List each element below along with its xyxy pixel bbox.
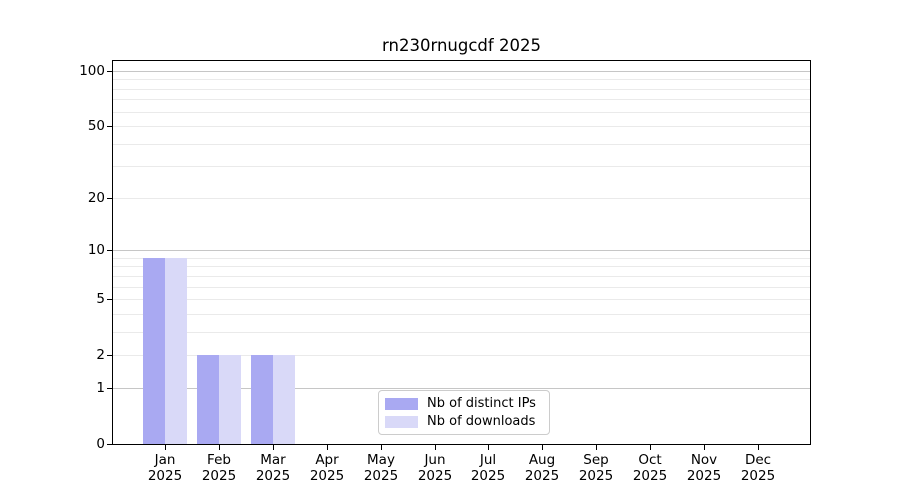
year-label: 2025 [524,468,560,484]
legend-label: Nb of downloads [427,414,536,429]
year-label: 2025 [740,468,776,484]
minor-gridline [113,276,810,277]
x-tick-mark [650,445,651,450]
y-tick-mark [107,250,112,251]
legend-swatch [385,415,418,428]
year-label: 2025 [201,468,237,484]
minor-gridline [113,299,810,300]
month-label: May [367,452,395,468]
x-tick-mark [327,445,328,450]
plot-area [112,60,811,445]
minor-gridline [113,287,810,288]
x-tick-label-may: May 2025 [349,452,413,484]
x-tick-mark [435,445,436,450]
minor-gridline [113,89,810,90]
x-tick-label-apr: Apr 2025 [295,452,359,484]
y-tick-label: 2 [96,347,105,363]
x-tick-label-jun: Jun 2025 [403,452,467,484]
bar-downloads-mar [273,355,295,444]
year-label: 2025 [147,468,183,484]
month-label: Dec [744,452,772,468]
x-tick-mark [704,445,705,450]
year-label: 2025 [632,468,668,484]
y-tick-mark [107,388,112,389]
x-tick-label-nov: Nov 2025 [672,452,736,484]
bar-distinct-ips-feb [197,355,219,444]
x-tick-label-mar: Mar 2025 [241,452,305,484]
y-tick-label: 50 [87,118,105,134]
minor-gridline [113,79,810,80]
legend-swatch [385,397,418,410]
x-tick-label-dec: Dec 2025 [726,452,790,484]
month-label: Aug [528,452,556,468]
month-label: Apr [315,452,339,468]
legend: Nb of distinct IPs Nb of downloads [378,390,550,435]
y-tick-label: 20 [87,190,105,206]
year-label: 2025 [255,468,291,484]
x-tick-mark [542,445,543,450]
month-label: Jul [479,452,497,468]
minor-gridline [113,198,810,199]
y-tick-mark [107,126,112,127]
year-label: 2025 [578,468,614,484]
month-label: Jan [154,452,176,468]
legend-label: Nb of distinct IPs [427,396,536,411]
year-label: 2025 [363,468,399,484]
month-label: Jun [424,452,446,468]
minor-gridline [113,314,810,315]
y-tick-label: 0 [96,436,105,452]
y-tick-mark [107,299,112,300]
x-tick-mark [758,445,759,450]
x-tick-mark [219,445,220,450]
year-label: 2025 [417,468,453,484]
major-gridline [113,71,810,72]
y-tick-mark [107,355,112,356]
y-tick-label: 1 [96,380,105,396]
y-tick-mark [107,444,112,445]
month-label: Feb [207,452,231,468]
year-label: 2025 [470,468,506,484]
month-label: Mar [260,452,286,468]
bar-downloads-jan [165,258,187,444]
minor-gridline [113,355,810,356]
bar-distinct-ips-mar [251,355,273,444]
minor-gridline [113,166,810,167]
x-tick-mark [165,445,166,450]
month-label: Nov [690,452,718,468]
y-tick-mark [107,198,112,199]
legend-item-distinct-ips: Nb of distinct IPs [385,396,542,411]
y-tick-label: 100 [79,63,105,79]
minor-gridline [113,266,810,267]
bar-distinct-ips-jan [143,258,165,444]
minor-gridline [113,99,810,100]
x-tick-label-jul: Jul 2025 [456,452,520,484]
x-tick-mark [596,445,597,450]
x-tick-mark [381,445,382,450]
x-tick-label-jan: Jan 2025 [133,452,197,484]
x-tick-label-sep: Sep 2025 [564,452,628,484]
month-label: Sep [583,452,609,468]
x-tick-mark [488,445,489,450]
x-tick-mark [273,445,274,450]
x-tick-label-aug: Aug 2025 [510,452,574,484]
chart-title: rn230rnugcdf 2025 [382,36,541,55]
minor-gridline [113,332,810,333]
y-tick-mark [107,71,112,72]
year-label: 2025 [686,468,722,484]
major-gridline [113,250,810,251]
bar-downloads-feb [219,355,241,444]
minor-gridline [113,144,810,145]
year-label: 2025 [309,468,345,484]
legend-item-downloads: Nb of downloads [385,414,542,429]
minor-gridline [113,112,810,113]
x-tick-label-oct: Oct 2025 [618,452,682,484]
minor-gridline [113,258,810,259]
minor-gridline [113,126,810,127]
month-label: Oct [638,452,662,468]
y-tick-label: 10 [87,242,105,258]
x-tick-label-feb: Feb 2025 [187,452,251,484]
major-gridline [113,388,810,389]
y-tick-label: 5 [96,291,105,307]
